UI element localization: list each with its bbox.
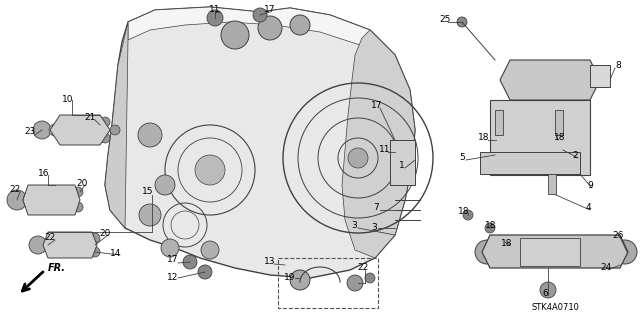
Circle shape: [29, 236, 47, 254]
Circle shape: [485, 223, 495, 233]
Text: 17: 17: [167, 256, 179, 264]
Text: 21: 21: [84, 114, 96, 122]
Circle shape: [33, 121, 51, 139]
Text: STK4A0710: STK4A0710: [531, 303, 579, 313]
Circle shape: [90, 233, 100, 243]
Bar: [555, 110, 563, 135]
Circle shape: [7, 190, 27, 210]
Bar: [520, 238, 580, 266]
Circle shape: [475, 240, 499, 264]
Polygon shape: [342, 30, 415, 258]
Polygon shape: [43, 232, 97, 258]
Circle shape: [195, 155, 225, 185]
Text: 18: 18: [458, 207, 470, 217]
Text: 9: 9: [587, 181, 593, 189]
Polygon shape: [23, 185, 80, 215]
Circle shape: [139, 204, 161, 226]
Circle shape: [457, 17, 467, 27]
Circle shape: [201, 241, 219, 259]
Circle shape: [90, 247, 100, 257]
Text: 5: 5: [459, 153, 465, 162]
Circle shape: [258, 16, 282, 40]
Circle shape: [540, 282, 556, 298]
Circle shape: [161, 239, 179, 257]
Circle shape: [491, 103, 501, 113]
Text: 20: 20: [99, 228, 111, 238]
Circle shape: [290, 15, 310, 35]
Circle shape: [613, 240, 637, 264]
Polygon shape: [490, 100, 590, 175]
Text: 2: 2: [572, 151, 578, 160]
Circle shape: [500, 237, 510, 247]
Text: 23: 23: [24, 128, 36, 137]
Text: 18: 18: [554, 133, 566, 143]
Text: 22: 22: [357, 263, 369, 272]
Circle shape: [551, 103, 561, 113]
Circle shape: [183, 255, 197, 269]
Text: 10: 10: [62, 95, 74, 105]
Text: FR.: FR.: [48, 263, 66, 273]
Text: 7: 7: [373, 204, 379, 212]
Text: 3: 3: [371, 224, 377, 233]
Circle shape: [23, 193, 37, 207]
Bar: [278, 258, 378, 308]
Text: 24: 24: [600, 263, 612, 272]
Circle shape: [73, 187, 83, 197]
Circle shape: [155, 175, 175, 195]
Text: 11: 11: [209, 5, 221, 14]
Circle shape: [347, 275, 363, 291]
Polygon shape: [105, 22, 128, 228]
Text: 13: 13: [264, 257, 276, 266]
Text: 4: 4: [585, 203, 591, 211]
Text: 11: 11: [380, 145, 391, 154]
Circle shape: [463, 210, 473, 220]
Text: 25: 25: [439, 16, 451, 25]
Circle shape: [49, 124, 61, 136]
Circle shape: [73, 202, 83, 212]
Text: 22: 22: [10, 186, 20, 195]
Text: 18: 18: [501, 240, 513, 249]
Text: 18: 18: [485, 221, 497, 231]
Text: 6: 6: [542, 290, 548, 299]
Bar: [590, 65, 610, 87]
Text: 14: 14: [110, 249, 122, 257]
Circle shape: [253, 8, 267, 22]
Text: 15: 15: [142, 188, 154, 197]
Text: 20: 20: [76, 179, 88, 188]
Bar: [390, 140, 415, 185]
Text: 19: 19: [284, 272, 296, 281]
Circle shape: [207, 10, 223, 26]
Polygon shape: [50, 115, 110, 145]
Polygon shape: [500, 60, 600, 100]
Text: 12: 12: [167, 272, 179, 281]
Circle shape: [198, 265, 212, 279]
Text: 17: 17: [371, 101, 383, 110]
Text: 18: 18: [478, 133, 490, 143]
Circle shape: [100, 117, 110, 127]
Polygon shape: [482, 235, 628, 268]
Text: 22: 22: [44, 233, 56, 241]
Text: 26: 26: [612, 231, 624, 240]
Polygon shape: [105, 7, 415, 278]
Bar: [495, 110, 503, 135]
Text: 16: 16: [38, 168, 50, 177]
Circle shape: [110, 125, 120, 135]
Text: 17: 17: [264, 5, 276, 14]
Bar: [548, 174, 556, 194]
Polygon shape: [128, 7, 395, 55]
Text: 3: 3: [351, 221, 357, 231]
Circle shape: [221, 21, 249, 49]
Circle shape: [365, 273, 375, 283]
Circle shape: [348, 148, 368, 168]
Text: 1: 1: [399, 161, 405, 170]
Circle shape: [138, 123, 162, 147]
Bar: [480, 152, 580, 174]
Circle shape: [290, 270, 310, 290]
Text: 8: 8: [615, 61, 621, 70]
Circle shape: [100, 133, 110, 143]
